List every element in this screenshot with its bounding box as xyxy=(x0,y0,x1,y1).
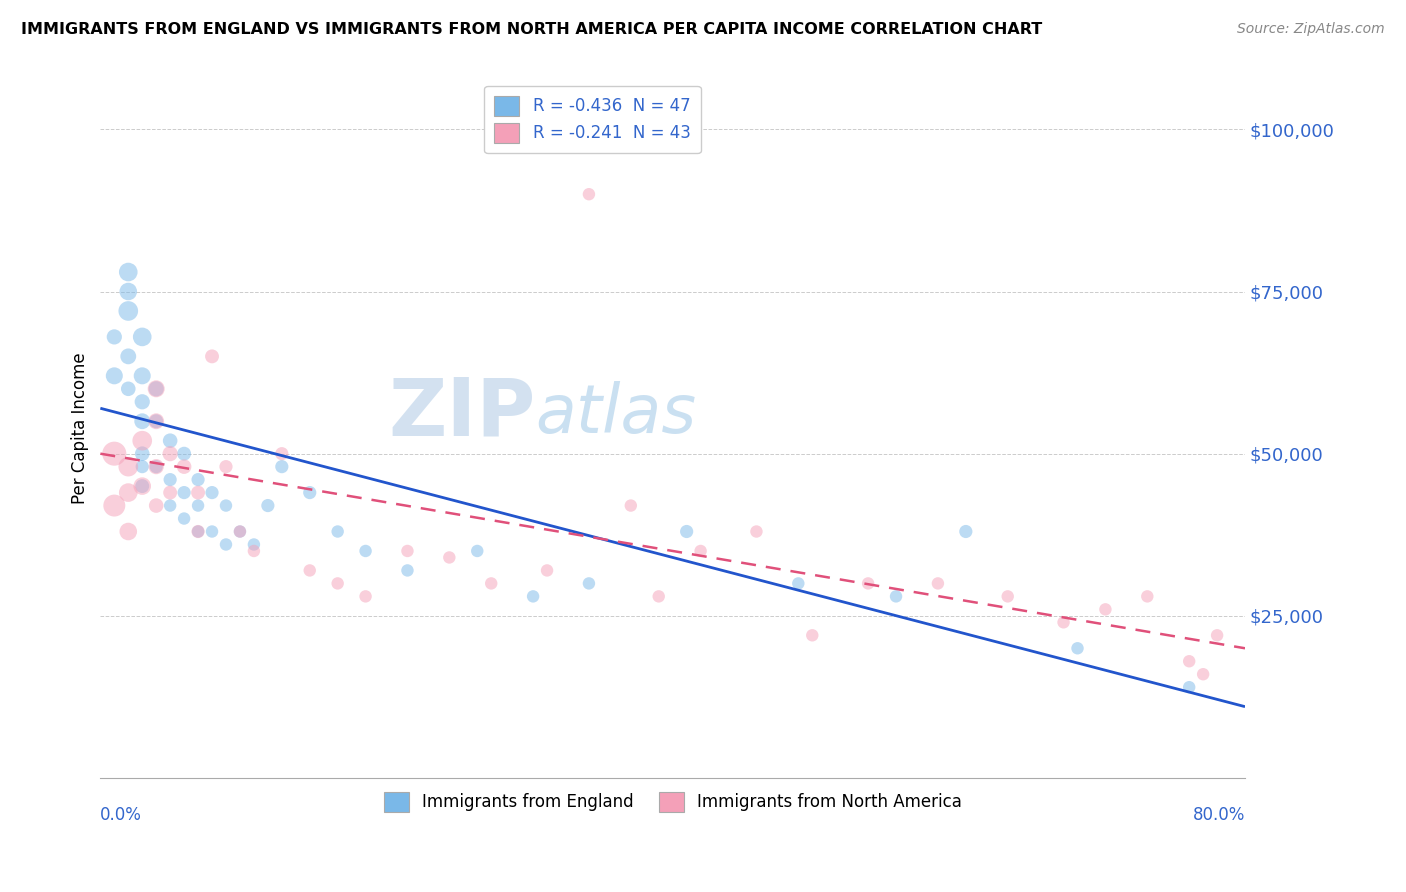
Point xyxy=(439,550,461,565)
Point xyxy=(215,459,238,474)
Point xyxy=(131,479,153,493)
Point xyxy=(131,330,153,344)
Point xyxy=(187,499,209,513)
Point xyxy=(145,459,167,474)
Point xyxy=(103,499,125,513)
Point xyxy=(1178,654,1201,668)
Point xyxy=(215,537,238,551)
Point xyxy=(145,459,167,474)
Point xyxy=(117,524,139,539)
Point xyxy=(131,434,153,448)
Point xyxy=(396,563,419,577)
Point xyxy=(884,590,907,604)
Point xyxy=(131,394,153,409)
Point xyxy=(117,285,139,299)
Point xyxy=(159,499,181,513)
Point xyxy=(787,576,810,591)
Point xyxy=(131,479,153,493)
Point xyxy=(326,524,349,539)
Point xyxy=(298,563,321,577)
Point xyxy=(187,485,209,500)
Point xyxy=(257,499,280,513)
Text: IMMIGRANTS FROM ENGLAND VS IMMIGRANTS FROM NORTH AMERICA PER CAPITA INCOME CORRE: IMMIGRANTS FROM ENGLAND VS IMMIGRANTS FR… xyxy=(21,22,1042,37)
Point xyxy=(1178,680,1201,694)
Point xyxy=(354,590,377,604)
Point xyxy=(117,382,139,396)
Text: 80.0%: 80.0% xyxy=(1192,806,1246,824)
Point xyxy=(159,434,181,448)
Legend: Immigrants from England, Immigrants from North America: Immigrants from England, Immigrants from… xyxy=(377,785,969,819)
Point xyxy=(173,485,195,500)
Text: Source: ZipAtlas.com: Source: ZipAtlas.com xyxy=(1237,22,1385,37)
Point xyxy=(927,576,949,591)
Point xyxy=(578,187,600,202)
Point xyxy=(620,499,643,513)
Point xyxy=(117,304,139,318)
Point xyxy=(103,330,125,344)
Text: atlas: atlas xyxy=(536,381,696,447)
Point xyxy=(1136,590,1159,604)
Point xyxy=(1094,602,1116,616)
Point xyxy=(465,544,488,558)
Point xyxy=(201,485,224,500)
Point xyxy=(131,414,153,428)
Point xyxy=(145,382,167,396)
Point xyxy=(326,576,349,591)
Point xyxy=(187,524,209,539)
Point xyxy=(578,576,600,591)
Point xyxy=(187,524,209,539)
Point xyxy=(689,544,711,558)
Text: ZIP: ZIP xyxy=(388,375,536,453)
Point xyxy=(145,382,167,396)
Point xyxy=(479,576,502,591)
Point xyxy=(229,524,252,539)
Point xyxy=(103,447,125,461)
Point xyxy=(229,524,252,539)
Point xyxy=(145,414,167,428)
Point xyxy=(201,524,224,539)
Point xyxy=(117,350,139,364)
Point xyxy=(243,544,266,558)
Point xyxy=(856,576,879,591)
Point xyxy=(117,459,139,474)
Point xyxy=(173,459,195,474)
Point xyxy=(745,524,768,539)
Point xyxy=(1066,641,1088,656)
Point xyxy=(675,524,697,539)
Point xyxy=(187,473,209,487)
Point xyxy=(173,511,195,525)
Point xyxy=(131,368,153,383)
Point xyxy=(354,544,377,558)
Point xyxy=(159,473,181,487)
Point xyxy=(270,459,292,474)
Point xyxy=(103,368,125,383)
Point xyxy=(117,265,139,279)
Point xyxy=(145,414,167,428)
Point xyxy=(243,537,266,551)
Point xyxy=(1206,628,1229,642)
Point xyxy=(396,544,419,558)
Point xyxy=(522,590,544,604)
Point xyxy=(1052,615,1074,630)
Point xyxy=(955,524,977,539)
Point xyxy=(159,485,181,500)
Point xyxy=(298,485,321,500)
Point xyxy=(536,563,558,577)
Point xyxy=(648,590,671,604)
Point xyxy=(131,447,153,461)
Point xyxy=(131,459,153,474)
Point xyxy=(145,499,167,513)
Point xyxy=(1192,667,1215,681)
Y-axis label: Per Capita Income: Per Capita Income xyxy=(72,352,89,504)
Point xyxy=(801,628,824,642)
Point xyxy=(117,485,139,500)
Text: 0.0%: 0.0% xyxy=(100,806,142,824)
Point xyxy=(997,590,1019,604)
Point xyxy=(270,447,292,461)
Point xyxy=(215,499,238,513)
Point xyxy=(201,350,224,364)
Point xyxy=(173,447,195,461)
Point xyxy=(159,447,181,461)
